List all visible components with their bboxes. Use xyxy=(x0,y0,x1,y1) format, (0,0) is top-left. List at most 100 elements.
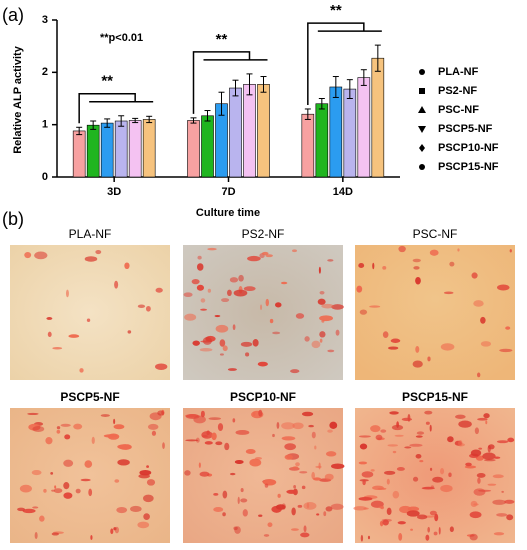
legend-label: PS2-NF xyxy=(438,85,477,97)
stain-spot xyxy=(496,284,510,291)
stain-spot xyxy=(147,423,159,430)
bar xyxy=(371,57,385,178)
stain-spot xyxy=(331,463,345,469)
y-tick-label: 3 xyxy=(42,14,48,26)
bar xyxy=(201,115,214,178)
stain-spot xyxy=(73,423,83,430)
stain-spot xyxy=(306,502,310,509)
bar xyxy=(142,119,156,178)
stain-spot xyxy=(477,417,488,421)
stain-spot xyxy=(415,453,422,459)
stain-spot xyxy=(424,410,433,415)
bar xyxy=(187,120,200,178)
stain-spot xyxy=(258,514,263,517)
stain-spot xyxy=(464,465,477,469)
stain-spot xyxy=(416,514,428,520)
stain-spot xyxy=(358,497,373,501)
stain-spot xyxy=(507,437,515,443)
stain-spot xyxy=(493,456,501,459)
stain-spot xyxy=(254,457,263,460)
stain-spot xyxy=(335,329,340,336)
stain-spot xyxy=(229,472,236,476)
stain-spot xyxy=(401,417,413,421)
stain-spot xyxy=(321,319,325,323)
stain-spot xyxy=(258,409,263,417)
x-tick-label: 14D xyxy=(333,186,353,198)
stain-spot xyxy=(397,521,406,525)
stain-spot xyxy=(183,292,193,298)
stain-spot xyxy=(359,309,368,315)
stain-spot xyxy=(381,518,392,522)
stain-spot xyxy=(201,431,213,439)
stain-spot xyxy=(200,410,205,418)
stain-spot xyxy=(63,492,73,499)
panel-label: (b) xyxy=(2,209,24,229)
stain-spot xyxy=(215,441,223,446)
legend-entry: PS2-NF xyxy=(419,85,477,97)
stain-spot xyxy=(372,485,384,491)
stain-spot xyxy=(449,261,455,267)
legend-entry: PSCP10-NF xyxy=(419,142,499,154)
stain-spot xyxy=(238,274,244,282)
stain-spot xyxy=(440,468,445,475)
stain-spot xyxy=(184,313,197,321)
stain-spot xyxy=(362,479,366,486)
stain-spot xyxy=(370,425,381,433)
stain-spot xyxy=(478,447,483,450)
legend-marker xyxy=(419,88,425,94)
x-tick-label: 7D xyxy=(221,186,235,198)
stain-spot xyxy=(219,339,226,347)
stain-spot xyxy=(433,531,438,536)
stain-spot xyxy=(221,298,230,303)
stain-spot xyxy=(480,316,486,324)
stain-spot xyxy=(496,440,509,444)
stain-spot xyxy=(56,426,61,430)
y-tick-label: 1 xyxy=(42,119,48,131)
stain-spot xyxy=(487,445,491,453)
error-bar xyxy=(246,73,253,96)
stain-image xyxy=(355,245,515,380)
stain-spot xyxy=(146,479,156,486)
stain-spot xyxy=(22,508,36,514)
bar xyxy=(343,88,357,178)
stain-spot xyxy=(329,421,338,430)
bar xyxy=(257,84,270,178)
stain-spot xyxy=(379,506,384,509)
error-bar xyxy=(360,69,367,86)
stain-spot xyxy=(185,439,199,442)
stain-spot xyxy=(91,436,95,445)
stain-spot xyxy=(380,429,387,433)
stain-spot xyxy=(75,488,81,494)
stain-spot xyxy=(261,251,269,256)
stain-spot xyxy=(458,420,472,428)
stain-spot xyxy=(473,488,486,496)
stain-spot xyxy=(146,465,149,468)
stain-spot xyxy=(32,506,39,509)
stain-spot xyxy=(224,442,230,451)
stain-spot xyxy=(34,532,38,539)
stain-spot xyxy=(245,448,256,455)
stain-spot xyxy=(319,315,333,322)
bar xyxy=(229,87,242,178)
legend-label: PSC-NF xyxy=(438,104,479,116)
x-axis-label: Culture time xyxy=(196,207,260,219)
stain-spot xyxy=(372,262,375,270)
stain-spot xyxy=(19,484,32,493)
stain-spot xyxy=(315,465,322,468)
stain-spot xyxy=(249,458,262,467)
stain-spot xyxy=(193,415,206,424)
stain-spot xyxy=(301,411,314,417)
stain-spot xyxy=(292,466,298,469)
stain-spot xyxy=(143,513,150,520)
stain-spot xyxy=(113,418,116,425)
stain-spot xyxy=(229,277,239,283)
stain-spot xyxy=(390,338,401,343)
legend-label: PSCP15-NF xyxy=(438,161,499,173)
stain-spot xyxy=(370,500,384,508)
stain-spot xyxy=(64,434,71,440)
error-bar xyxy=(132,117,139,124)
x-tick-label: 3D xyxy=(107,186,121,198)
stain-spot xyxy=(483,458,496,462)
stain-spot xyxy=(245,352,250,357)
